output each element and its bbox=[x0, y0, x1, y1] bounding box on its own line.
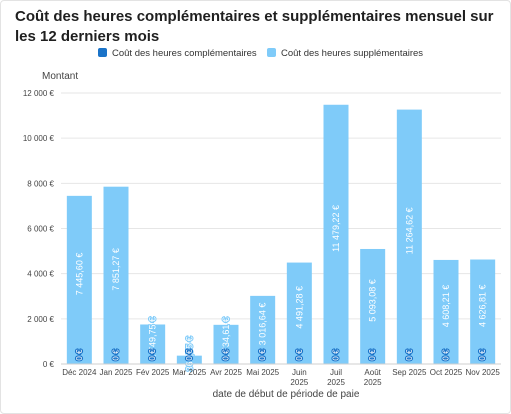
legend-label-complementaires: Coût des heures complémentaires bbox=[112, 48, 257, 59]
bar-heures-supplementaires bbox=[140, 324, 166, 364]
data-label-complementaires: 0 € bbox=[295, 349, 304, 361]
legend-swatch-supplementaires bbox=[267, 48, 276, 57]
bar-heures-supplementaires bbox=[66, 195, 92, 364]
data-label-supplementaires: 11 264,62 € bbox=[404, 207, 414, 254]
data-label-complementaires: 0 € bbox=[75, 349, 84, 361]
data-label-supplementaires: 5 093,08 € bbox=[368, 279, 378, 322]
bar-heures-supplementaires bbox=[250, 295, 276, 364]
data-label-supplementaires: 1 749,75 € bbox=[148, 317, 158, 360]
x-tick-label: Juil bbox=[330, 368, 342, 377]
y-tick-label: 10 000 € bbox=[23, 134, 55, 143]
bar-heures-supplementaires bbox=[103, 186, 129, 364]
x-tick-label: Juin bbox=[292, 368, 307, 377]
y-tick-label: 4 000 € bbox=[27, 270, 54, 279]
y-tick-label: 12 000 € bbox=[23, 89, 55, 98]
x-tick-label: Mar 2025 bbox=[172, 368, 206, 377]
bar-heures-supplementaires bbox=[286, 262, 312, 364]
data-label-supplementaires: 3 016,64 € bbox=[258, 303, 268, 346]
data-label-complementaires: 0 € bbox=[442, 349, 451, 361]
data-label-complementaires: 0 € bbox=[258, 349, 267, 361]
x-tick-label: Mai 2025 bbox=[246, 368, 279, 377]
x-tick-label: Sep 2025 bbox=[392, 368, 427, 377]
x-tick-label: Août bbox=[364, 368, 381, 377]
x-tick-label: Avr 2025 bbox=[210, 368, 242, 377]
x-tick-label: 2025 bbox=[364, 378, 382, 387]
x-tick-label: Jan 2025 bbox=[100, 368, 133, 377]
bar-heures-supplementaires bbox=[433, 259, 459, 364]
y-tick-label: 6 000 € bbox=[27, 225, 54, 234]
bar-heures-supplementaires bbox=[470, 259, 496, 364]
data-label-supplementaires: 11 479,22 € bbox=[331, 205, 341, 252]
data-label-supplementaires: 4 491,28 € bbox=[294, 286, 304, 329]
data-label-supplementaires: 7 445,60 € bbox=[74, 253, 84, 296]
data-label-complementaires: 0 € bbox=[222, 349, 231, 361]
bar-heures-supplementaires bbox=[213, 324, 239, 364]
x-tick-label: Fév 2025 bbox=[136, 368, 170, 377]
x-tick-label: Déc 2024 bbox=[62, 368, 97, 377]
data-label-complementaires: 0 € bbox=[405, 349, 414, 361]
data-label-complementaires: 0 € bbox=[478, 349, 487, 361]
legend-label-supplementaires: Coût des heures supplémentaires bbox=[281, 48, 423, 59]
x-tick-label: Oct 2025 bbox=[430, 368, 463, 377]
bar-heures-supplementaires bbox=[396, 109, 422, 364]
data-label-supplementaires: 1 734,61 € bbox=[221, 317, 231, 360]
data-label-complementaires: 0 € bbox=[368, 349, 377, 361]
y-tick-label: 8 000 € bbox=[27, 179, 54, 188]
x-tick-label: 2025 bbox=[327, 378, 345, 387]
bar-heures-supplementaires bbox=[360, 248, 386, 364]
data-label-complementaires: 0 € bbox=[112, 349, 121, 361]
data-label-supplementaires: 369,75 € bbox=[184, 336, 194, 371]
data-label-supplementaires: 4 626,81 € bbox=[478, 284, 488, 327]
chart-title: Coût des heures complémentaires et suppl… bbox=[15, 8, 494, 45]
x-tick-label: Nov 2025 bbox=[466, 368, 501, 377]
bar-heures-supplementaires bbox=[176, 355, 202, 364]
bar-heures-supplementaires bbox=[323, 104, 349, 364]
y-tick-label: 0 € bbox=[43, 360, 55, 369]
y-axis-title: Montant bbox=[42, 71, 78, 82]
data-label-complementaires: 0 € bbox=[148, 349, 157, 361]
legend-swatch-complementaires bbox=[98, 48, 107, 57]
x-axis-title: date de début de période de paie bbox=[213, 389, 360, 400]
data-label-complementaires: 0 € bbox=[185, 349, 194, 361]
y-tick-label: 2 000 € bbox=[27, 315, 54, 324]
data-label-supplementaires: 4 608,21 € bbox=[441, 285, 451, 328]
data-label-complementaires: 0 € bbox=[332, 349, 341, 361]
x-tick-label: 2025 bbox=[290, 378, 308, 387]
data-label-supplementaires: 7 851,27 € bbox=[111, 248, 121, 291]
